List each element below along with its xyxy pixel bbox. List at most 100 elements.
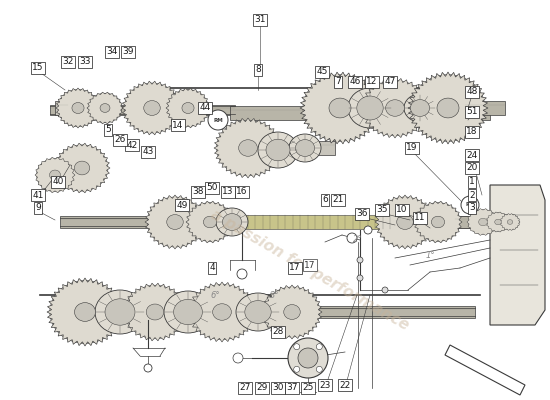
Ellipse shape — [364, 80, 426, 136]
Ellipse shape — [239, 140, 257, 156]
Text: 23: 23 — [320, 380, 331, 390]
Text: 33: 33 — [79, 58, 91, 66]
Text: 8: 8 — [255, 66, 261, 74]
Circle shape — [288, 338, 328, 378]
Text: 18: 18 — [466, 128, 478, 136]
Text: 46: 46 — [349, 78, 361, 86]
Bar — [455, 216, 480, 228]
Ellipse shape — [397, 214, 413, 230]
Bar — [230, 106, 490, 120]
Polygon shape — [56, 88, 100, 128]
Ellipse shape — [190, 284, 254, 340]
Text: 31: 31 — [254, 16, 266, 24]
Text: 6°: 6° — [210, 290, 220, 300]
Text: 32: 32 — [62, 58, 74, 66]
Ellipse shape — [50, 280, 120, 344]
Text: 36: 36 — [356, 210, 368, 218]
Ellipse shape — [348, 88, 392, 128]
Ellipse shape — [56, 145, 108, 191]
Text: 35: 35 — [376, 206, 388, 214]
Text: 12: 12 — [366, 78, 378, 86]
Ellipse shape — [105, 299, 135, 325]
Ellipse shape — [222, 214, 241, 230]
Ellipse shape — [410, 100, 430, 116]
Text: a passion for performance: a passion for performance — [208, 207, 412, 333]
Text: 19: 19 — [406, 144, 418, 152]
Ellipse shape — [266, 139, 290, 161]
Text: 20: 20 — [466, 164, 478, 172]
Circle shape — [294, 344, 300, 350]
Text: 51: 51 — [466, 108, 478, 116]
Text: 29: 29 — [256, 384, 268, 392]
Text: 3: 3 — [469, 204, 475, 212]
Polygon shape — [445, 345, 525, 395]
Circle shape — [347, 233, 357, 243]
Ellipse shape — [58, 90, 98, 126]
Ellipse shape — [303, 75, 377, 141]
Circle shape — [382, 287, 388, 293]
Bar — [465, 101, 505, 115]
Ellipse shape — [204, 216, 217, 228]
Ellipse shape — [144, 100, 160, 116]
Ellipse shape — [188, 202, 232, 242]
Bar — [60, 216, 510, 228]
Text: 47: 47 — [384, 78, 395, 86]
Circle shape — [316, 366, 322, 372]
Ellipse shape — [100, 104, 110, 112]
Ellipse shape — [264, 287, 320, 337]
Circle shape — [364, 226, 372, 234]
Ellipse shape — [500, 214, 519, 230]
Text: RM: RM — [213, 118, 223, 122]
Polygon shape — [408, 72, 488, 144]
Text: 41: 41 — [32, 190, 43, 200]
Ellipse shape — [72, 102, 84, 114]
Circle shape — [357, 275, 363, 281]
Ellipse shape — [329, 98, 351, 118]
Ellipse shape — [95, 290, 145, 334]
Ellipse shape — [74, 161, 90, 175]
Text: 43: 43 — [142, 148, 153, 156]
Polygon shape — [186, 201, 234, 243]
Ellipse shape — [164, 291, 212, 333]
Ellipse shape — [36, 158, 74, 192]
Text: 2: 2 — [469, 190, 475, 200]
Ellipse shape — [416, 202, 460, 242]
Text: 25: 25 — [302, 384, 313, 392]
Text: 42: 42 — [126, 140, 138, 150]
Ellipse shape — [167, 214, 183, 230]
Text: 17: 17 — [304, 260, 316, 270]
Text: 1: 1 — [469, 178, 475, 186]
Bar — [50, 105, 235, 115]
Ellipse shape — [168, 90, 208, 126]
Text: 1°: 1° — [425, 250, 435, 260]
Circle shape — [294, 366, 300, 372]
Polygon shape — [361, 78, 429, 138]
Bar — [240, 215, 390, 229]
Circle shape — [144, 364, 152, 372]
Text: 5: 5 — [105, 126, 111, 134]
Circle shape — [298, 348, 318, 368]
Ellipse shape — [411, 75, 485, 141]
Ellipse shape — [146, 304, 164, 320]
Text: 37: 37 — [286, 384, 298, 392]
Polygon shape — [122, 81, 182, 135]
Ellipse shape — [386, 100, 404, 116]
Polygon shape — [188, 282, 256, 342]
Polygon shape — [375, 195, 435, 249]
Ellipse shape — [404, 94, 436, 122]
Circle shape — [316, 344, 322, 350]
Ellipse shape — [357, 96, 383, 120]
Circle shape — [461, 196, 479, 214]
Text: 6: 6 — [322, 196, 328, 204]
Polygon shape — [414, 201, 462, 243]
Ellipse shape — [89, 93, 122, 123]
Text: 17: 17 — [289, 264, 301, 272]
Ellipse shape — [494, 219, 501, 225]
Circle shape — [237, 269, 247, 279]
Polygon shape — [145, 195, 205, 249]
Circle shape — [233, 353, 243, 363]
Text: 22: 22 — [339, 380, 351, 390]
Text: 49: 49 — [177, 200, 188, 210]
Ellipse shape — [258, 132, 298, 168]
Ellipse shape — [147, 197, 203, 247]
